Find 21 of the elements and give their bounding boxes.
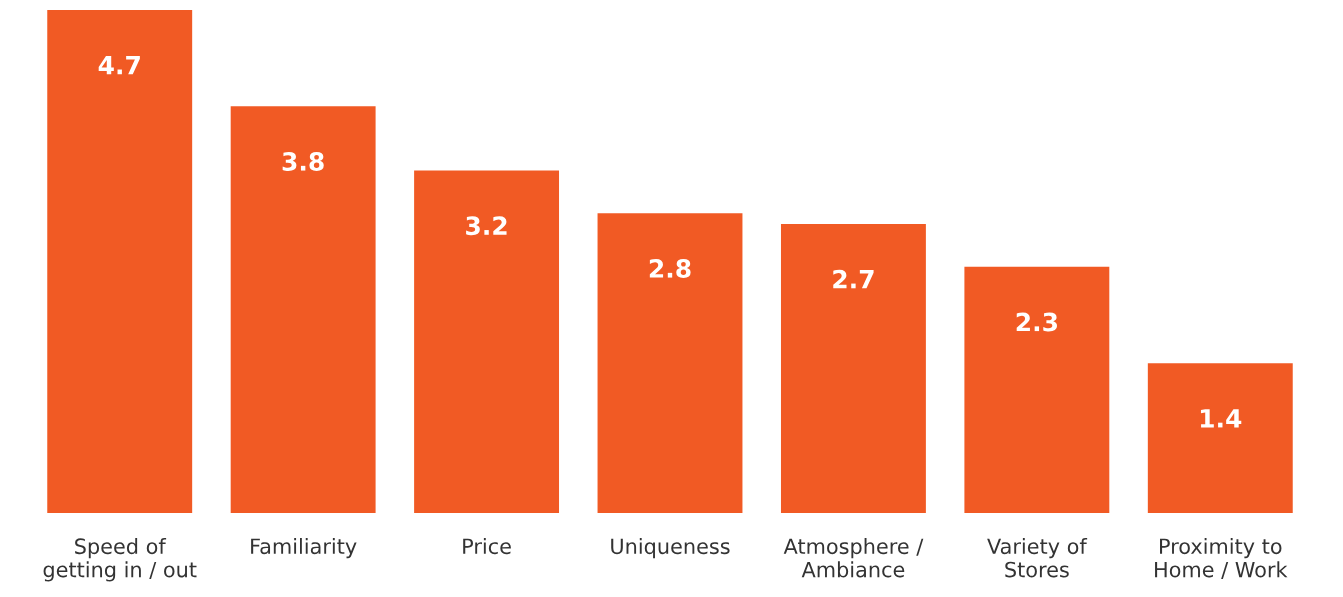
x-tick-label: Variety of Stores	[987, 538, 1088, 578]
bar	[780, 224, 926, 513]
x-tick-label: Atmosphere / Ambiance	[783, 538, 924, 578]
bar	[230, 106, 376, 513]
data-label: 3.8	[282, 152, 324, 171]
x-tick-label: Familiarity	[251, 538, 357, 559]
data-label: 4.7	[98, 56, 140, 75]
x-tick-label: Proximity to Home / Work	[1155, 538, 1288, 580]
data-label: 3.2	[466, 216, 507, 236]
data-label: 2.3	[1016, 312, 1058, 332]
bar	[597, 213, 743, 513]
bar	[47, 10, 193, 513]
data-label: 2.7	[833, 269, 874, 289]
data-label: 2.8	[649, 259, 691, 278]
x-tick-label: Speed of getting in / out	[43, 538, 197, 582]
x-tick-label: Uniqueness	[611, 538, 730, 559]
bar	[1147, 363, 1293, 513]
data-label: 1.4	[1200, 409, 1242, 428]
bar	[964, 266, 1110, 513]
bar	[414, 170, 560, 513]
x-tick-label: Price	[463, 538, 511, 555]
